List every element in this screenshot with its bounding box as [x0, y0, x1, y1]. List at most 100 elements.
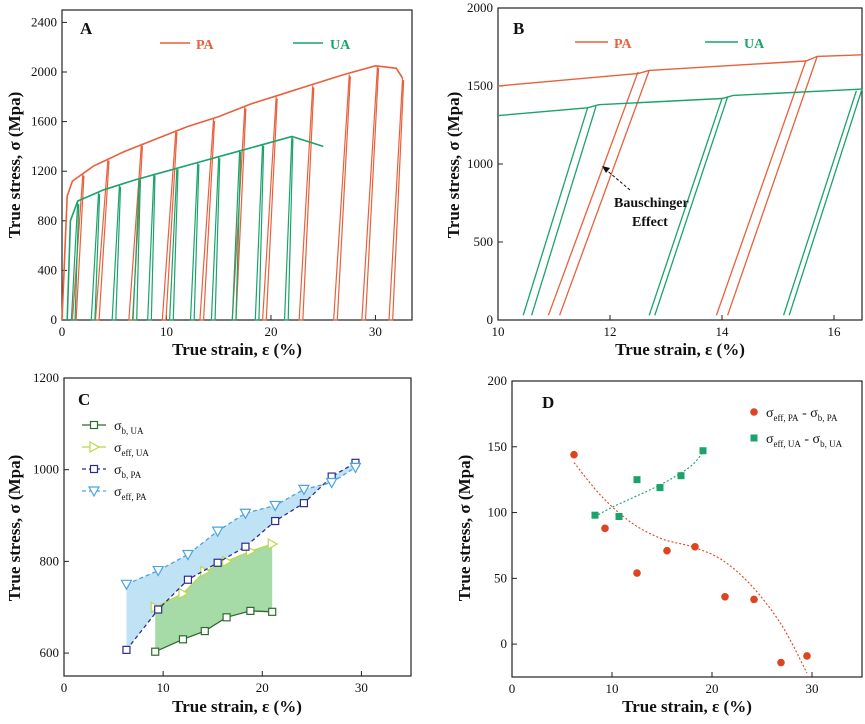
panel-d-xtick-label: 10 — [606, 681, 619, 696]
panel-d-series-0-point — [601, 524, 609, 533]
panel-c-label: C — [78, 390, 90, 409]
panel-a-plot — [61, 64, 405, 321]
panel-a-ua-cycle — [283, 136, 294, 321]
panel-c-ylabel: True stress, σ (Mpa) — [5, 455, 24, 601]
bauschinger-label-line1: Bauschinger — [614, 196, 689, 211]
panel-a-pa-cycle — [94, 158, 110, 321]
panel-a-ua-cycle — [90, 192, 101, 321]
panel-a-ua-cycle — [111, 184, 122, 321]
panel-b-plot — [497, 54, 863, 316]
panel-a-pa-cycle — [388, 78, 405, 321]
panel-c-series-0-point — [178, 635, 188, 644]
panel-a-ua-envelope — [66, 135, 324, 321]
panel-c-series-2-point — [271, 516, 280, 526]
panel-c-series-2-point — [122, 645, 131, 654]
panel-a-pa-cycle — [199, 119, 216, 321]
panel-a-pa-cycle — [128, 143, 144, 321]
panel-d-series-0-point — [663, 546, 671, 555]
panel-a-ua-cycle — [70, 202, 80, 321]
panel-b-pa-unload — [547, 71, 639, 316]
panel-a-xtick-label: 20 — [264, 324, 277, 339]
panel-b-ytick-label: 2000 — [467, 0, 493, 15]
panel-a-ytick-label: 800 — [38, 213, 58, 228]
panel-b-ytick-label: 1500 — [467, 78, 493, 93]
panel-a-pa-cycle — [333, 74, 351, 321]
panel-c-ticks: 0 10 20 30 600 800 1000 1200 — [33, 370, 368, 695]
panel-c-series-0-point — [222, 613, 231, 622]
panel-d-frame — [511, 380, 863, 678]
panel-c-series-3-point — [269, 500, 282, 512]
panel-d-legend-label: σeff, PA - σb, PA — [766, 406, 838, 423]
panel-d-legend-label: σeff, UA - σb, UA — [766, 432, 843, 449]
panel-c-series-3-point — [239, 508, 252, 520]
panel-a-pa-cycle — [161, 130, 178, 321]
panel-c-series-3-point — [211, 526, 224, 538]
panel-d-xtick-label: 20 — [706, 681, 719, 696]
panel-d-xtick-label: 0 — [509, 681, 516, 696]
panel-d-series-0-point — [777, 658, 785, 667]
panel-d-legend-marker — [750, 434, 758, 442]
panel-c-series-1-point — [178, 587, 190, 600]
panel-c-legend-label: σeff, PA — [114, 485, 147, 502]
panel-b-frame — [497, 7, 863, 321]
panel-b-pa-unload — [726, 56, 818, 316]
panel-a-legend-pa: PA — [196, 38, 215, 53]
panel-b-ylabel: True stress, σ (Mpa) — [444, 92, 463, 238]
panel-b: 10 12 14 16 0 500 1000 1500 2000 B PA UA Bauschi… — [444, 0, 863, 359]
panel-d-ticks: 0 10 20 30 0 50 100 150 200 — [488, 373, 819, 696]
panel-c-frame — [63, 377, 412, 677]
panel-c-series-3-point — [349, 462, 362, 474]
panel-c-series-2-point — [183, 575, 193, 584]
panel-a-ylabel: True stress, σ (Mpa) — [5, 92, 24, 238]
panel-a-ytick-label: 1600 — [31, 114, 57, 129]
panel-a-xtick-label: 0 — [59, 324, 66, 339]
panel-d-ytick-label: 150 — [488, 439, 508, 454]
panel-d-plot — [570, 447, 811, 674]
panel-a-ytick-label: 0 — [51, 312, 58, 327]
panel-d-ytick-label: 200 — [488, 373, 508, 388]
panel-b-pa-unload — [558, 70, 650, 316]
panel-d-series-1-point — [677, 472, 685, 480]
panel-a-ytick-label: 2400 — [31, 14, 57, 29]
panel-b-xlabel: True strain, ε (%) — [615, 340, 745, 359]
panel-b-xtick-label: 14 — [716, 324, 730, 339]
panel-b-ticks: 10 12 14 16 0 500 1000 1500 2000 — [467, 0, 841, 339]
panel-a-xtick-label: 30 — [369, 324, 382, 339]
panel-d-series-1-point — [633, 476, 641, 484]
panel-a-ytick-label: 400 — [38, 262, 58, 277]
panel-c-series-2-point — [154, 605, 163, 614]
panel-c-series-1-point — [267, 537, 279, 550]
panel-d-series-0-point — [633, 569, 641, 577]
panel-d-legend: σeff, PA - σb, PA σeff, UA - σb, UA — [750, 406, 843, 449]
panel-c-legend-label: σeff, UA — [114, 441, 149, 458]
panel-c-series-3-point — [152, 565, 165, 577]
panel-d-series-1-fit — [594, 451, 704, 517]
panel-b-pa-unload — [715, 60, 807, 316]
panel-c-series-2-point — [299, 499, 309, 508]
panel-d-series-1-point — [615, 513, 623, 521]
panel-b-ua-unload — [788, 88, 863, 316]
panel-d-xtick-label: 30 — [806, 681, 819, 696]
panel-b-label: B — [513, 19, 524, 38]
panel-c-series-0-point — [246, 606, 255, 615]
panel-c-xtick-label: 0 — [61, 680, 68, 695]
panel-b-ytick-label: 500 — [474, 234, 494, 249]
panel-d-series-0-point — [570, 450, 578, 459]
panel-d-legend-marker — [750, 408, 758, 416]
panel-c-xtick-label: 10 — [157, 680, 170, 695]
panel-c-ytick-label: 600 — [40, 645, 60, 660]
panel-c-ytick-label: 800 — [40, 553, 60, 568]
panel-d-series-0-fit — [573, 462, 808, 674]
panel-c-legend-label: σb, PA — [114, 463, 142, 480]
panel-d-ylabel: True stress, σ (Mpa) — [455, 455, 474, 601]
panel-b-xtick-label: 12 — [604, 324, 617, 339]
panel-b-ua-flow — [497, 88, 863, 117]
panel-d-series-0-point — [691, 542, 699, 551]
panel-c-legend-marker — [87, 486, 101, 498]
panel-a: 0 10 20 30 0 400 800 1200 1600 2000 2400 A PA UA T… — [5, 9, 413, 359]
panel-c-series-0-point — [200, 626, 209, 636]
